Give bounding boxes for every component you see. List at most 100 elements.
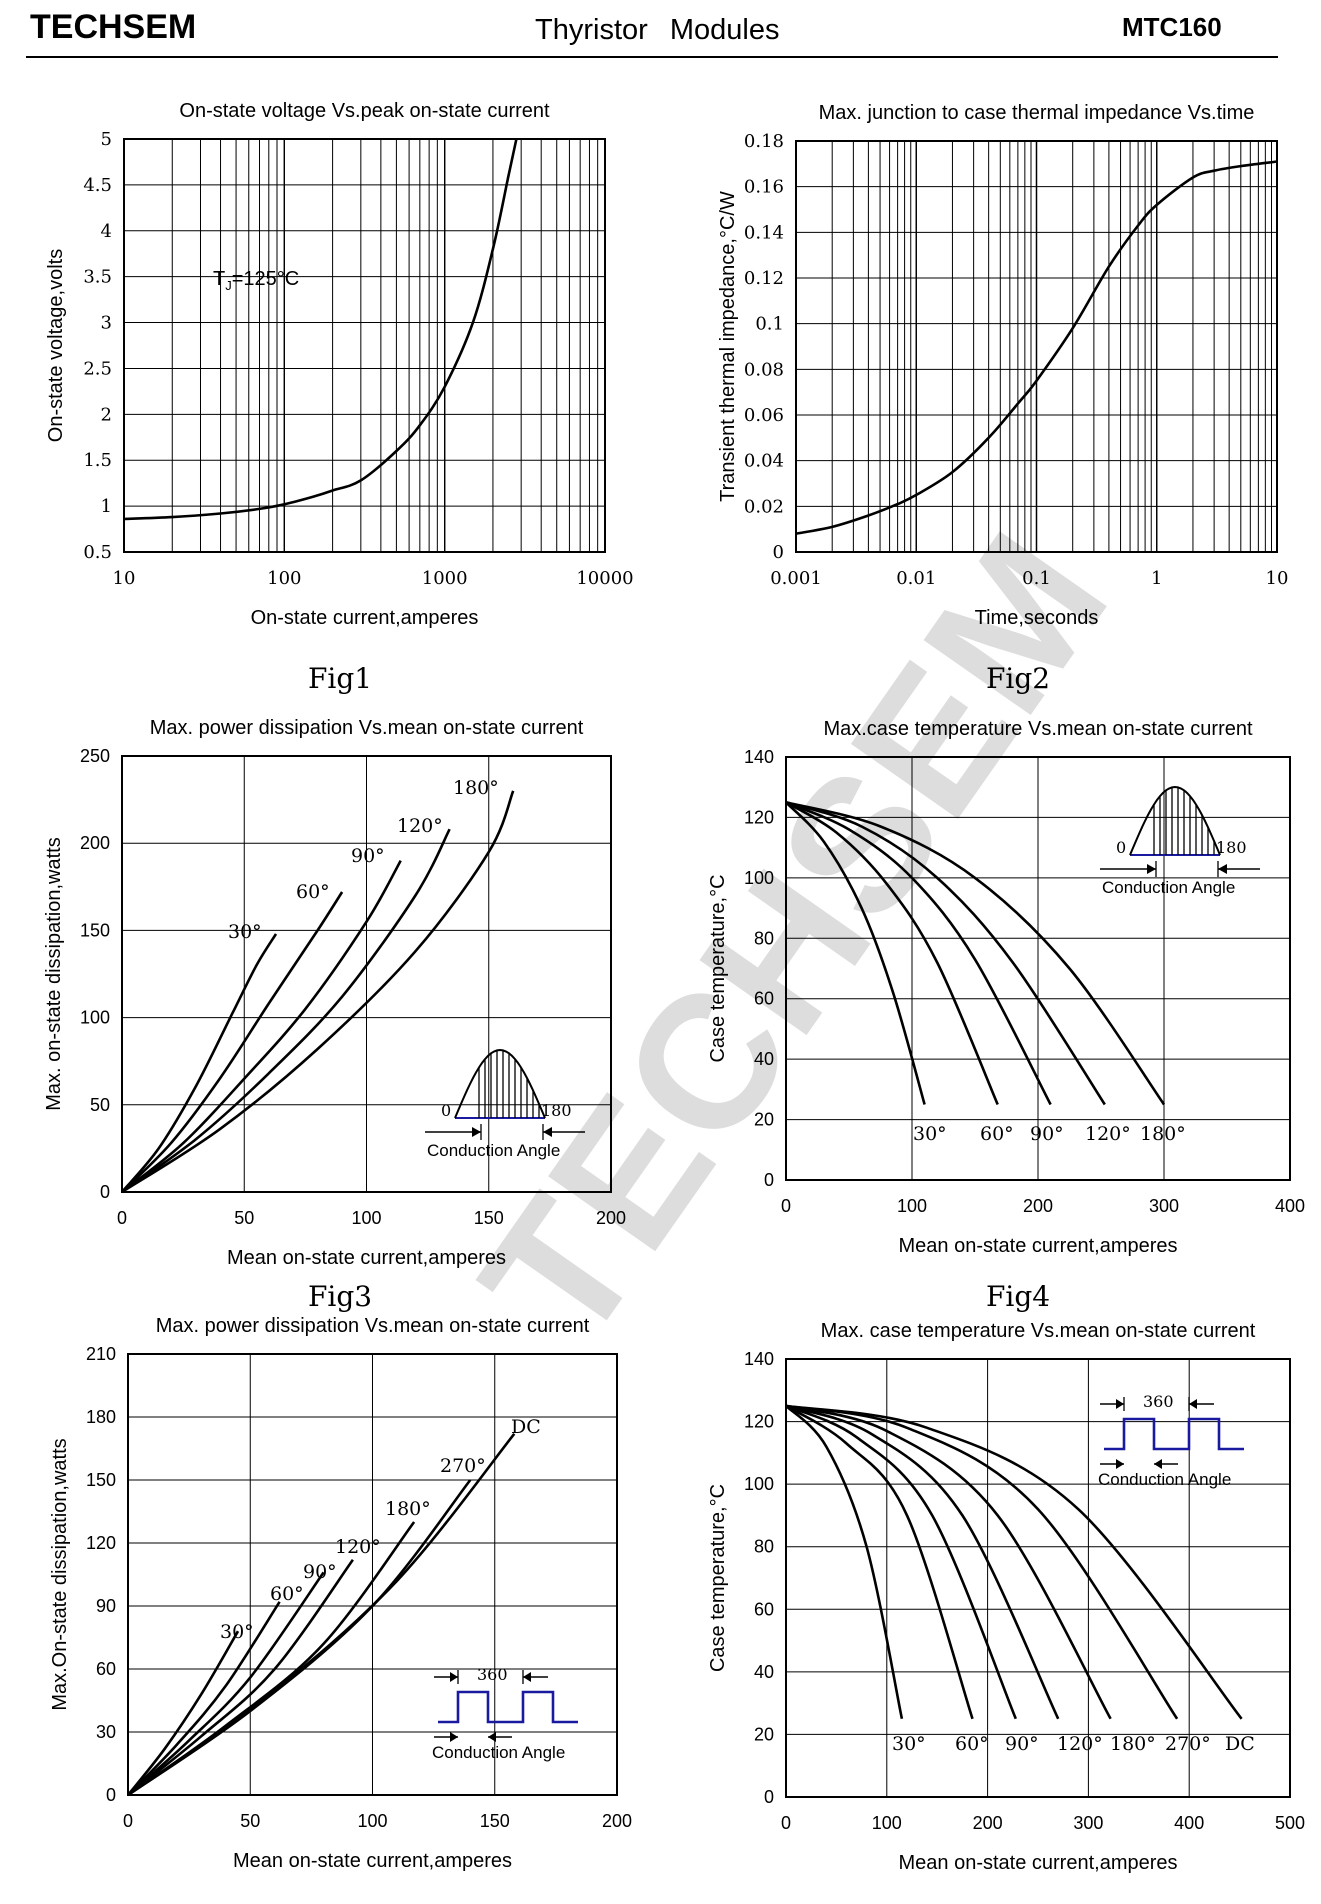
- series-label: 120°: [1085, 1123, 1131, 1145]
- y-tick-label: 4: [101, 221, 112, 242]
- header-rule: [26, 56, 1278, 58]
- series-label: 180°: [453, 777, 499, 799]
- y-tick-label: 140: [744, 1349, 774, 1369]
- document-title: Thyristor Modules: [535, 14, 780, 46]
- y-tick-label: 0.06: [744, 405, 784, 426]
- inset-right-label: 180: [1216, 838, 1247, 857]
- y-tick-label: 210: [86, 1344, 116, 1364]
- chart-fig6: 0 100 200 300 400 500 0 20 40 60 80 100 120 140 Max. c…: [707, 1320, 1305, 1874]
- series-line-30°: [785, 1404, 904, 1720]
- series-line-60°: [127, 1601, 281, 1796]
- y-tick-label: 0.18: [744, 131, 784, 152]
- plot-frame: [795, 140, 1278, 553]
- series-line-120°: [121, 828, 451, 1194]
- y-tick-label: 120: [744, 1412, 774, 1432]
- y-tick-label: 80: [754, 1537, 774, 1557]
- y-tick-label: 1.5: [83, 450, 112, 471]
- y-tick-label: 150: [80, 920, 110, 940]
- x-axis-label: Mean on-state current,amperes: [898, 1852, 1177, 1874]
- series-label: 30°: [220, 1621, 254, 1643]
- y-tick-label: 100: [744, 868, 774, 888]
- figure-caption: Fig3: [308, 1280, 372, 1313]
- series-line-30°: [121, 933, 278, 1193]
- inset-left-label: 0: [1116, 838, 1126, 857]
- y-tick-label: 250: [80, 746, 110, 766]
- x-axis-label: Mean on-state current,amperes: [898, 1235, 1177, 1257]
- inset-bottom-arrowhead-left: [1116, 1459, 1124, 1469]
- chart-title: Max. power dissipation Vs.mean on-state …: [156, 1315, 590, 1337]
- y-tick-label: 0.08: [744, 359, 784, 380]
- x-tick-label: 0: [781, 1813, 791, 1833]
- y-tick-label: 40: [754, 1049, 774, 1069]
- y-axis-label: On-state voltage,volts: [45, 249, 67, 442]
- x-tick-label: 400: [1275, 1196, 1305, 1216]
- y-tick-label: 0: [764, 1170, 774, 1190]
- series-line-DC: [785, 1404, 1243, 1720]
- x-tick-label: 100: [357, 1811, 387, 1831]
- series-label: 90°: [303, 1561, 337, 1583]
- chart-fig3: 0 50 100 150 200 0 50 100 150 200 250 Max. power di…: [43, 717, 626, 1313]
- series-label: 60°: [270, 1583, 304, 1605]
- x-axis-label: Mean on-state current,amperes: [227, 1247, 506, 1269]
- inset-arrowhead-right: [543, 1127, 552, 1137]
- y-tick-label: 0.5: [83, 542, 112, 563]
- figure-caption: Fig1: [308, 662, 372, 695]
- series-line-180°: [785, 1404, 1112, 1720]
- series-line-60°: [785, 801, 999, 1106]
- y-tick-label: 0.1: [755, 314, 784, 335]
- inset-half-sine: [1129, 785, 1221, 856]
- chart-title: Max. power dissipation Vs.mean on-state …: [150, 717, 584, 739]
- inset-period-label: 360: [1143, 1392, 1174, 1411]
- conduction-angle-inset: 360 Conduction Angle: [1098, 1392, 1244, 1489]
- x-tick-label: 100: [872, 1813, 902, 1833]
- chart-title: On-state voltage Vs.peak on-state curren…: [179, 100, 550, 122]
- series-line-60°: [785, 1404, 974, 1720]
- series-line-90°: [121, 859, 402, 1194]
- y-tick-label: 40: [754, 1662, 774, 1682]
- inset-bottom-arrowhead-left: [450, 1732, 458, 1742]
- model-number: MTC160: [1122, 12, 1222, 42]
- x-tick-label: 1000: [422, 568, 468, 589]
- series-label: 60°: [296, 881, 330, 903]
- inset-arrowhead-right: [1218, 864, 1227, 874]
- y-tick-label: 0.12: [744, 268, 784, 289]
- y-tick-label: 5: [101, 129, 112, 150]
- plot-frame: [785, 756, 1291, 1181]
- y-tick-label: 200: [80, 833, 110, 853]
- y-tick-label: 0.04: [744, 451, 784, 472]
- series-label: 180°: [1110, 1733, 1156, 1755]
- x-tick-label: 0.1: [1022, 568, 1051, 589]
- y-tick-label: 0: [100, 1182, 110, 1202]
- series-label: 120°: [335, 1536, 381, 1558]
- y-axis-label: Case temperature,°C: [707, 874, 729, 1062]
- y-tick-label: 4.5: [83, 175, 112, 196]
- junction-temp-annotation: TJ=125°C: [213, 268, 299, 293]
- y-tick-label: 90: [96, 1596, 116, 1616]
- inset-arrowhead-left: [472, 1127, 481, 1137]
- inset-half-sine: [454, 1048, 546, 1119]
- series-label: 30°: [913, 1123, 947, 1145]
- x-tick-label: 100: [897, 1196, 927, 1216]
- series-line-90°: [785, 801, 1052, 1106]
- plot-frame: [785, 1358, 1291, 1798]
- y-axis-label: Transient thermal impedance,°C/W: [717, 191, 739, 502]
- series-label: 90°: [351, 845, 385, 867]
- y-tick-label: 0.16: [744, 177, 784, 198]
- series-line-120°: [785, 1404, 1060, 1720]
- series-label: 120°: [1057, 1733, 1103, 1755]
- series-label: 120°: [397, 815, 443, 837]
- y-tick-label: 180: [86, 1407, 116, 1427]
- inset-top-arrowhead-left: [450, 1672, 458, 1682]
- y-tick-label: 60: [754, 989, 774, 1009]
- inset-top-arrowhead-left: [1116, 1399, 1124, 1409]
- x-tick-label: 50: [234, 1208, 254, 1228]
- x-tick-label: 300: [1073, 1813, 1103, 1833]
- y-tick-label: 60: [754, 1599, 774, 1619]
- y-tick-label: 30: [96, 1722, 116, 1742]
- x-axis-label: Mean on-state current,amperes: [233, 1850, 512, 1872]
- chart-fig1: 10 100 1000 10000 0.5 1 1.5 2 2.5 3 3.5 4 4.5 5 On-sta…: [45, 100, 634, 695]
- figure-caption: Fig2: [986, 662, 1050, 695]
- x-tick-label: 200: [1023, 1196, 1053, 1216]
- inset-bottom-arrowhead-right: [488, 1732, 496, 1742]
